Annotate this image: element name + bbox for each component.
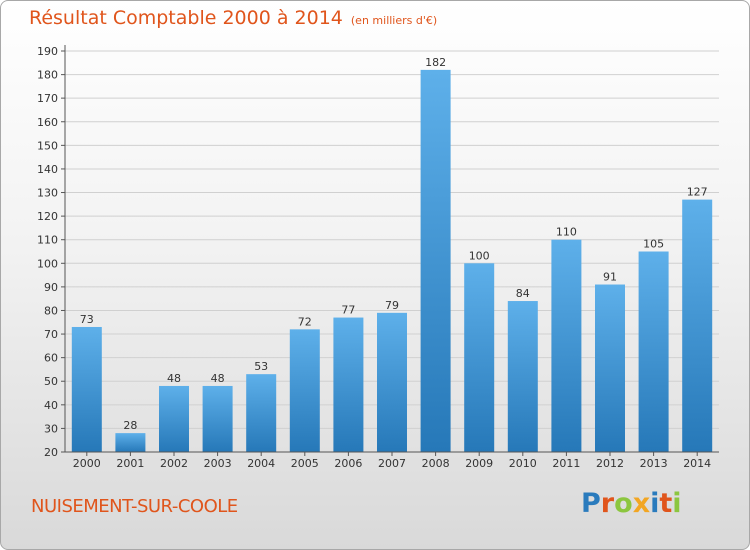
bar-value-label: 110: [556, 226, 577, 239]
x-tick-label: 2007: [378, 457, 406, 470]
chart-title: Résultat Comptable 2000 à 2014 (en millie…: [29, 7, 437, 29]
bar: [246, 374, 277, 452]
bar-value-label: 79: [385, 299, 399, 312]
axis-layer: 20 30 40 50 60 70 80 90 100 110 120 130 140 150 160 170…: [37, 45, 719, 470]
y-tick-label: 90: [44, 281, 58, 294]
title-unit: (en milliers d'€): [350, 14, 438, 27]
labels-layer: 73 28 48 48 53 72 77 79 182 100 84 110 91 105 127: [80, 56, 708, 432]
logo-letter: o: [614, 488, 633, 519]
logo-letter: i: [650, 488, 660, 519]
y-tick-label: 120: [37, 210, 58, 223]
bar-value-label: 100: [469, 249, 490, 262]
bar: [377, 312, 407, 452]
bar: [638, 251, 669, 452]
y-tick-label: 70: [44, 328, 58, 341]
bar: [333, 317, 364, 452]
bar-value-label: 105: [643, 238, 664, 251]
logo-letter: x: [632, 488, 651, 519]
bar: [595, 284, 625, 452]
bar: [289, 329, 320, 452]
bar: [682, 199, 713, 452]
x-tick-label: 2009: [465, 457, 493, 470]
x-tick-label: 2011: [552, 457, 580, 470]
y-tick-label: 160: [37, 116, 58, 129]
x-tick-label: 2000: [73, 457, 101, 470]
logo-letter: i: [672, 488, 682, 519]
y-tick-label: 100: [37, 257, 58, 270]
x-tick-label: 2010: [509, 457, 537, 470]
y-tick-label: 170: [37, 92, 58, 105]
y-tick-label: 40: [44, 399, 58, 412]
title-text: Résultat Comptable 2000 à 2014: [29, 7, 343, 29]
bar-value-label: 73: [80, 313, 94, 326]
bar: [420, 69, 451, 452]
bar-value-label: 84: [516, 287, 530, 300]
bar: [464, 263, 495, 452]
y-tick-label: 110: [37, 234, 58, 247]
y-tick-label: 130: [37, 187, 58, 200]
bars-layer: [71, 69, 713, 452]
x-tick-label: 2002: [160, 457, 188, 470]
y-tick-label: 80: [44, 304, 58, 317]
y-tick-label: 50: [44, 375, 58, 388]
bar-value-label: 72: [298, 315, 312, 328]
bar-value-label: 48: [211, 372, 225, 385]
y-tick-label: 180: [37, 69, 58, 82]
bar-value-label: 28: [123, 419, 137, 432]
bar-value-label: 53: [254, 360, 268, 373]
bar: [159, 385, 189, 452]
logo-letter: P: [581, 488, 601, 519]
bar: [551, 239, 582, 452]
place-name: NUISEMENT-SUR-COOLE: [31, 496, 238, 517]
x-tick-label: 2013: [640, 457, 668, 470]
bar-value-label: 182: [425, 56, 446, 69]
x-tick-label: 2012: [596, 457, 624, 470]
x-tick-label: 2005: [291, 457, 319, 470]
bar: [115, 433, 146, 452]
x-tick-label: 2014: [683, 457, 711, 470]
bar-value-label: 91: [603, 271, 617, 284]
y-tick-label: 60: [44, 352, 58, 365]
bar-value-label: 48: [167, 372, 181, 385]
logo-letter: r: [600, 488, 615, 519]
bar: [507, 301, 538, 452]
bar: [71, 326, 102, 452]
x-tick-label: 2004: [247, 457, 275, 470]
bar-value-label: 77: [341, 304, 355, 317]
y-tick-label: 30: [44, 422, 58, 435]
y-tick-label: 20: [44, 446, 58, 459]
x-tick-label: 2006: [334, 457, 362, 470]
proxiti-logo[interactable]: Proxiti: [581, 488, 682, 519]
bar-value-label: 127: [687, 186, 708, 199]
x-tick-label: 2008: [422, 457, 450, 470]
x-tick-label: 2003: [204, 457, 232, 470]
y-tick-label: 150: [37, 139, 58, 152]
y-tick-label: 140: [37, 163, 58, 176]
logo-letter: t: [659, 488, 673, 519]
y-tick-label: 190: [37, 45, 58, 58]
bar: [202, 385, 233, 452]
x-tick-label: 2001: [116, 457, 144, 470]
